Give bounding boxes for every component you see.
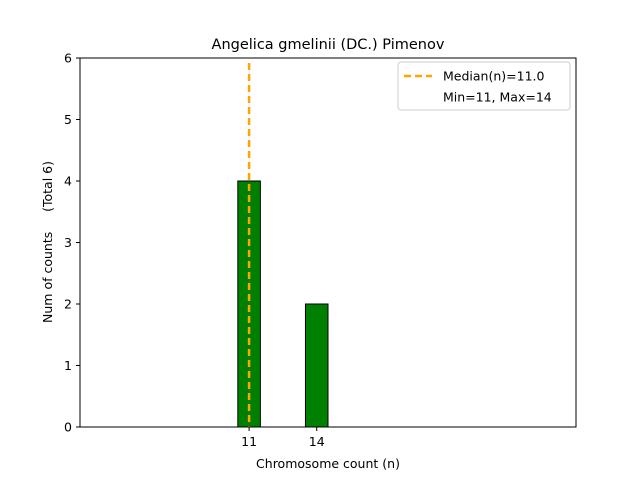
- y-tick-label: 4: [64, 174, 72, 189]
- x-tick-label: 11: [241, 434, 257, 449]
- y-tick-label: 6: [64, 51, 72, 66]
- x-tick-label: 14: [309, 434, 325, 449]
- legend-entry-median: Median(n)=11.0: [443, 69, 544, 84]
- legend: Median(n)=11.0 Min=11, Max=14: [397, 61, 571, 111]
- y-tick-label: 0: [64, 420, 72, 435]
- y-tick-label: 1: [64, 358, 72, 373]
- bars: [237, 180, 329, 428]
- y-tick-label: 3: [64, 235, 72, 250]
- y-axis-ticks: 0 1 2 3 4 5 6: [64, 51, 80, 435]
- legend-frame: [397, 61, 571, 111]
- y-tick-label: 2: [64, 297, 72, 312]
- x-axis-ticks: 11 14: [241, 427, 325, 449]
- x-axis-label: Chromosome count (n): [256, 456, 400, 471]
- y-axis-label: Num of counts (Total 6): [40, 161, 55, 323]
- y-tick-label: 5: [64, 112, 72, 127]
- chart-title: Angelica gmelinii (DC.) Pimenov: [212, 37, 445, 53]
- bar-n-14: [304, 303, 329, 428]
- legend-entry-min-max: Min=11, Max=14: [443, 90, 552, 105]
